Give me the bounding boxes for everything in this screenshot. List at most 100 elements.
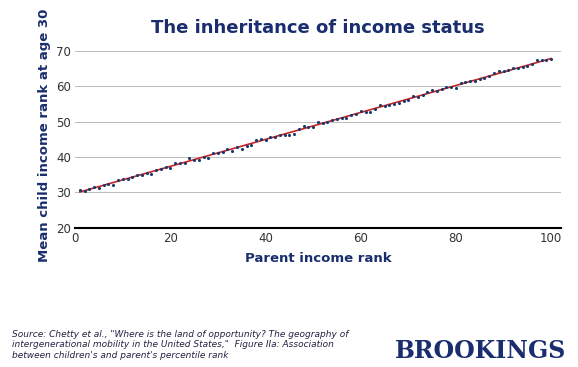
Point xyxy=(104,181,113,187)
Point xyxy=(513,65,523,71)
Point xyxy=(390,102,399,108)
Point xyxy=(147,171,156,177)
Point xyxy=(494,69,503,75)
Point xyxy=(285,132,294,138)
Point xyxy=(261,137,270,143)
Point xyxy=(271,134,280,140)
Point xyxy=(237,146,246,152)
Point xyxy=(80,188,89,194)
Point xyxy=(275,132,284,138)
Point xyxy=(537,57,546,63)
Point xyxy=(547,56,556,62)
Point xyxy=(90,185,99,190)
Point xyxy=(256,136,265,142)
Point xyxy=(466,78,475,84)
Point xyxy=(242,143,251,149)
Point xyxy=(332,116,342,122)
Point xyxy=(347,112,356,117)
X-axis label: Parent income rank: Parent income rank xyxy=(244,252,391,265)
Point xyxy=(475,76,484,82)
Point xyxy=(204,156,213,161)
Y-axis label: Mean child income rank at age 30: Mean child income rank at age 30 xyxy=(38,9,50,262)
Point xyxy=(532,57,542,63)
Point xyxy=(423,89,432,95)
Text: Source: Chetty et al., "Where is the land of opportunity? The geography of
inter: Source: Chetty et al., "Where is the lan… xyxy=(12,330,348,360)
Point xyxy=(251,137,261,143)
Point xyxy=(328,117,337,123)
Point xyxy=(342,115,351,121)
Point xyxy=(309,124,318,130)
Point xyxy=(432,88,442,94)
Point xyxy=(85,186,94,192)
Point xyxy=(185,156,194,161)
Point xyxy=(418,92,427,98)
Point xyxy=(351,111,361,117)
Point xyxy=(399,98,408,103)
Point xyxy=(356,108,365,114)
Text: BROOKINGS: BROOKINGS xyxy=(395,339,566,363)
Point xyxy=(128,174,137,180)
Point xyxy=(199,155,208,160)
Point xyxy=(337,115,346,121)
Point xyxy=(394,100,403,106)
Point xyxy=(209,150,218,156)
Point xyxy=(528,61,537,67)
Point xyxy=(266,134,275,140)
Point xyxy=(75,187,84,193)
Point xyxy=(361,109,370,115)
Point xyxy=(99,182,108,188)
Point xyxy=(480,75,489,81)
Point xyxy=(451,85,461,91)
Point xyxy=(171,160,180,166)
Point xyxy=(299,123,308,129)
Point xyxy=(523,63,532,69)
Point xyxy=(180,160,189,166)
Point xyxy=(375,102,384,108)
Point xyxy=(232,144,242,150)
Point xyxy=(409,93,418,99)
Point xyxy=(142,170,151,176)
Point xyxy=(318,120,327,126)
Point xyxy=(413,94,423,99)
Point xyxy=(370,106,380,112)
Point xyxy=(213,150,223,156)
Point xyxy=(484,73,494,79)
Point xyxy=(428,87,437,93)
Point xyxy=(123,176,132,182)
Point xyxy=(442,84,451,90)
Point xyxy=(294,127,303,132)
Point xyxy=(137,172,146,178)
Point xyxy=(113,177,123,183)
Point xyxy=(175,160,184,166)
Point xyxy=(94,185,103,190)
Point xyxy=(385,102,394,108)
Point xyxy=(161,164,170,170)
Point xyxy=(323,119,332,125)
Point xyxy=(280,132,289,138)
Point xyxy=(109,182,118,188)
Point xyxy=(151,167,161,172)
Point xyxy=(490,70,499,76)
Point xyxy=(132,172,142,178)
Point xyxy=(290,131,299,137)
Point xyxy=(503,67,513,73)
Point xyxy=(166,165,175,171)
Point xyxy=(456,80,465,86)
Point xyxy=(223,146,232,152)
Point xyxy=(518,64,527,70)
Point xyxy=(380,103,389,109)
Point xyxy=(194,157,203,163)
Point xyxy=(447,84,456,90)
Point xyxy=(470,78,480,84)
Point xyxy=(366,109,375,115)
Point xyxy=(228,148,237,154)
Point xyxy=(313,119,323,125)
Point xyxy=(190,157,199,163)
Point xyxy=(499,68,508,74)
Point xyxy=(403,98,413,103)
Point xyxy=(461,79,470,85)
Point xyxy=(156,166,165,172)
Point xyxy=(509,66,518,72)
Point xyxy=(218,149,227,155)
Point xyxy=(542,57,551,63)
